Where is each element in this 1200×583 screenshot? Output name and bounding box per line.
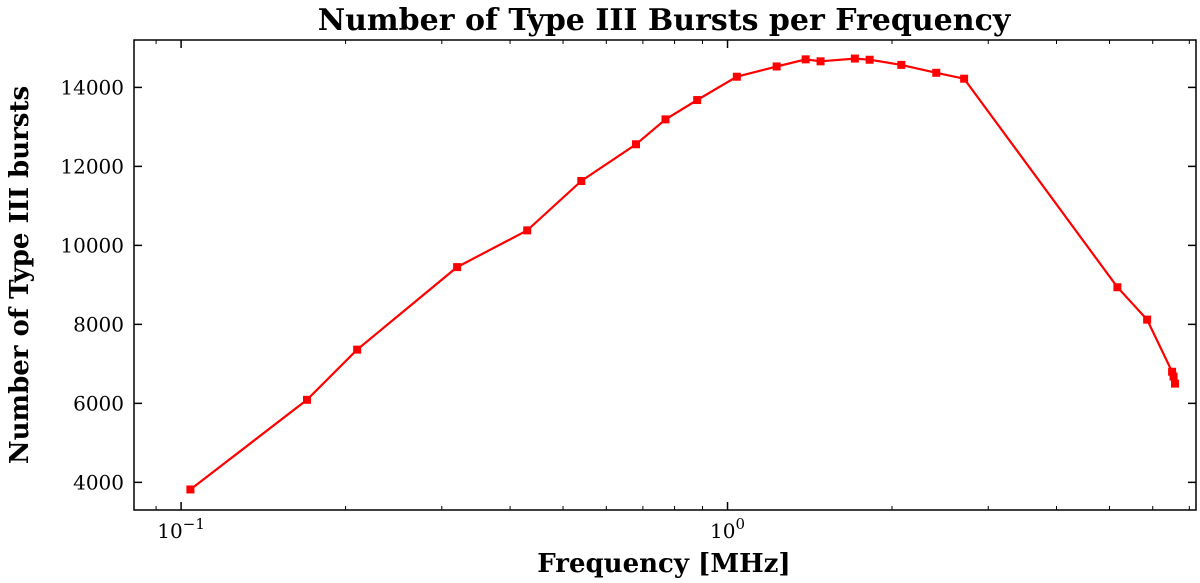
data-point: [453, 263, 462, 272]
data-point: [865, 55, 874, 64]
x-axis-ticks: 10−1 100: [155, 40, 1190, 543]
x-tick-label: 10−1: [157, 515, 205, 543]
data-point: [523, 226, 532, 235]
data-point: [850, 54, 859, 63]
series-group: [186, 54, 1179, 494]
y-tick-label: 12000: [60, 154, 124, 178]
y-tick-label: 14000: [60, 75, 124, 99]
data-point: [816, 57, 825, 66]
y-tick-label: 10000: [60, 233, 124, 257]
data-point: [693, 96, 702, 105]
x-tick-label: 100: [710, 515, 745, 543]
series-line: [189, 57, 1177, 491]
y-tick-label: 6000: [73, 391, 124, 415]
data-point: [932, 68, 941, 77]
data-point: [732, 72, 741, 81]
data-point: [1143, 315, 1152, 324]
data-point: [960, 74, 969, 83]
y-axis-ticks: 4000 6000 8000 10000 12000 14000: [60, 75, 1196, 494]
data-point: [577, 177, 586, 185]
data-point: [772, 62, 781, 71]
y-axis-label: Number of Type III bursts: [5, 86, 35, 464]
chart-title: Number of Type III Bursts per Frequency: [318, 3, 1012, 38]
plot-frame: [133, 39, 1197, 511]
data-point: [661, 115, 670, 124]
data-point: [632, 140, 641, 149]
data-point: [1169, 372, 1178, 381]
data-point: [1170, 379, 1179, 388]
data-point: [1168, 367, 1177, 376]
x-axis-label: Frequency [MHz]: [537, 549, 790, 579]
y-tick-label: 4000: [73, 470, 124, 494]
data-point: [186, 485, 195, 494]
data-point: [1113, 283, 1122, 292]
y-tick-label: 8000: [73, 312, 124, 336]
data-point: [303, 395, 312, 404]
data-point: [353, 345, 362, 354]
data-point: [897, 60, 906, 69]
data-point: [801, 55, 810, 64]
